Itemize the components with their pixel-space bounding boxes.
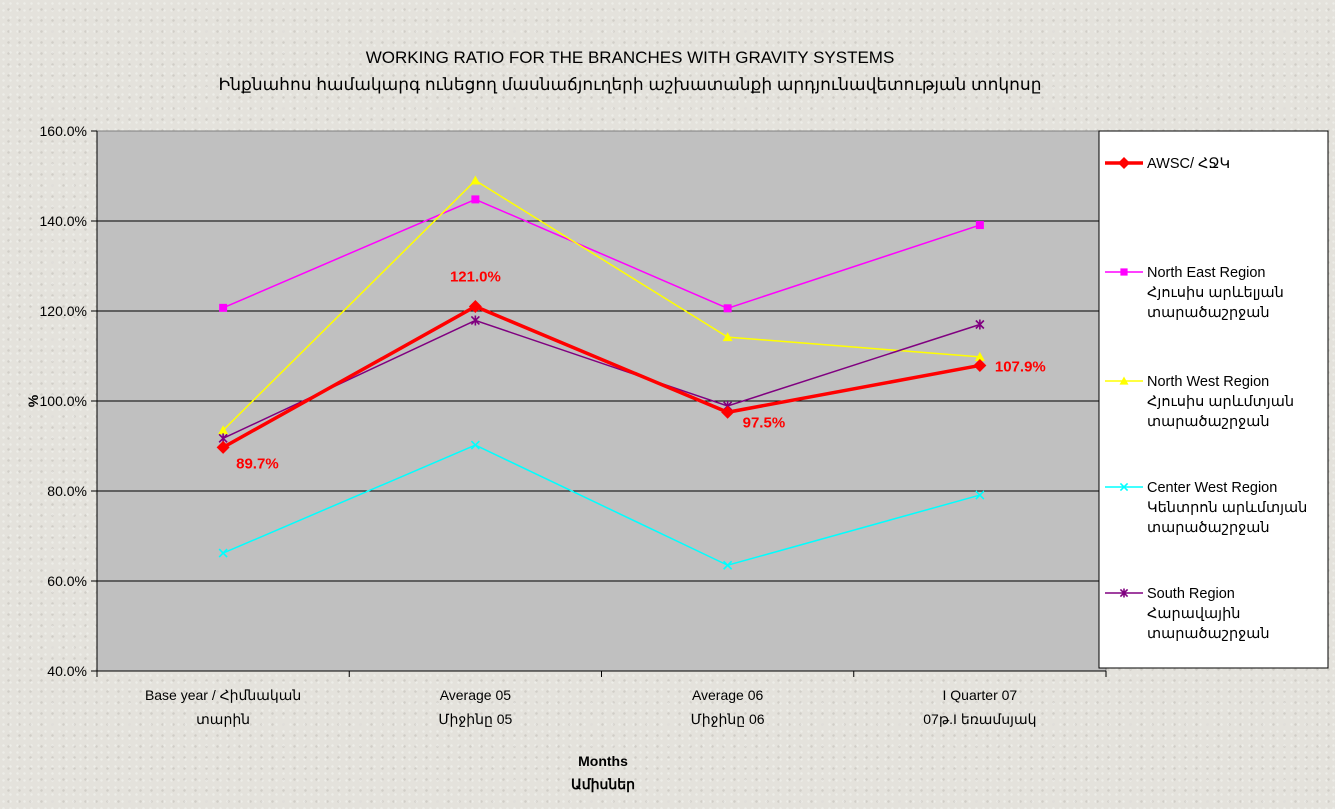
series-line [222,179,980,431]
y-tick-label: 120.0% [40,303,87,319]
data-point [468,300,482,313]
data-point [218,425,229,435]
axes [96,131,1107,677]
legend-label: Center West Region [1147,480,1277,496]
series-2 [218,175,985,435]
x-tick-labels: Base year / Հիմնական տարին Average 05 Միջին… [145,687,1037,727]
y-tick-label: 80.0% [47,483,87,499]
x-tick-label: տարին [196,711,250,727]
legend-entry: North West Region Հյուսիս արևմտյան տարածաշ… [1105,374,1294,430]
legend-label: Հարավային [1147,606,1240,622]
data-label: 97.5% [743,414,786,431]
data-point [470,315,480,326]
data-point [975,490,985,500]
data-point [973,358,987,372]
x-tick-label: I Quarter 07 [943,687,1018,703]
data-point [218,548,228,558]
data-point [723,560,733,570]
y-tick-label: 140.0% [40,213,87,229]
y-tick-label: 100.0% [40,393,87,409]
x-tick-label: Average 06 [692,687,764,703]
legend-label: տարածաշրջան [1147,414,1270,430]
legend-marker [1119,482,1129,492]
x-tick-label: Base year / Հիմնական [145,687,301,703]
data-point [216,440,230,454]
y-tick-label: 60.0% [47,573,87,589]
data-point [470,440,480,450]
data-point [721,405,735,419]
legend-label: տարածաշրջան [1147,520,1270,536]
chart-subtitle: Ինքնահոս համակարգ ունեցող մասնաճյուղերի … [219,75,1042,94]
y-tick-labels: 40.0% 60.0% 80.0% 100.0% 120.0% 140.0% 160.0% [40,123,87,679]
legend: AWSC/ ՀՋԿ North East Region Հյուսիս արևելյ… [1105,156,1307,642]
data-point [975,319,985,330]
x-tick-label: Միջինը 06 [691,711,765,727]
data-point [470,175,481,185]
x-axis-title-line: Months [578,753,628,769]
chart-title: WORKING RATIO FOR THE BRANCHES WITH GRAV… [366,48,895,67]
legend-box [1098,130,1329,669]
series-1 [219,195,984,313]
data-point [219,303,228,312]
data-point [723,304,732,313]
x-tick-label: Average 05 [440,687,512,703]
data-labels: 89.7% 121.0% 97.5% 107.9% [236,269,1046,473]
data-label: 121.0% [450,269,501,286]
legend-label: Հյուսիս արևմտյան [1147,394,1294,410]
data-point [975,221,984,230]
x-axis-title-line: Ամիսներ [571,776,635,793]
legend-marker [1120,268,1128,276]
legend-label: տարածաշրջան [1147,305,1270,321]
series-lines [216,175,987,570]
legend-label: AWSC/ ՀՋԿ [1147,156,1230,172]
legend-label: North East Region [1147,265,1265,281]
data-label: 89.7% [236,455,279,472]
legend-marker [1119,376,1129,385]
data-point [722,332,733,342]
legend-label: North West Region [1147,374,1269,390]
series-line [222,304,981,449]
legend-label: Հյուսիս արևելյան [1147,285,1284,301]
legend-marker [1118,157,1130,169]
y-axis-title: % [25,394,41,407]
x-tick-label: 07թ.I եռամսյակ [923,711,1036,727]
legend-label: տարածաշրջան [1147,626,1270,642]
series-line [222,444,981,567]
series-line [222,319,981,440]
legend-label: South Region [1147,586,1235,602]
legend-entry: AWSC/ ՀՋԿ [1105,156,1230,172]
legend-marker [1119,588,1129,598]
y-tick-label: 40.0% [47,663,87,679]
series-0 [216,300,987,454]
x-axis-title: Months Ամիսներ [571,753,635,793]
legend-entry: North East Region Հյուսիս արևելյան տարածաշ… [1105,265,1284,321]
data-label: 107.9% [995,358,1046,375]
series-3 [218,440,985,570]
legend-entry: South Region Հարավային տարածաշրջան [1105,586,1270,642]
data-point [974,351,985,361]
series-line [222,198,981,310]
y-tick-label: 160.0% [40,123,87,139]
legend-label: Կենտրոն արևմտյան [1147,500,1307,516]
legend-entry: Center West Region Կենտրոն արևմտյան տարածա… [1105,480,1307,536]
data-point [471,195,480,204]
gridlines [91,130,1106,672]
x-tick-label: Միջինը 05 [438,711,512,727]
